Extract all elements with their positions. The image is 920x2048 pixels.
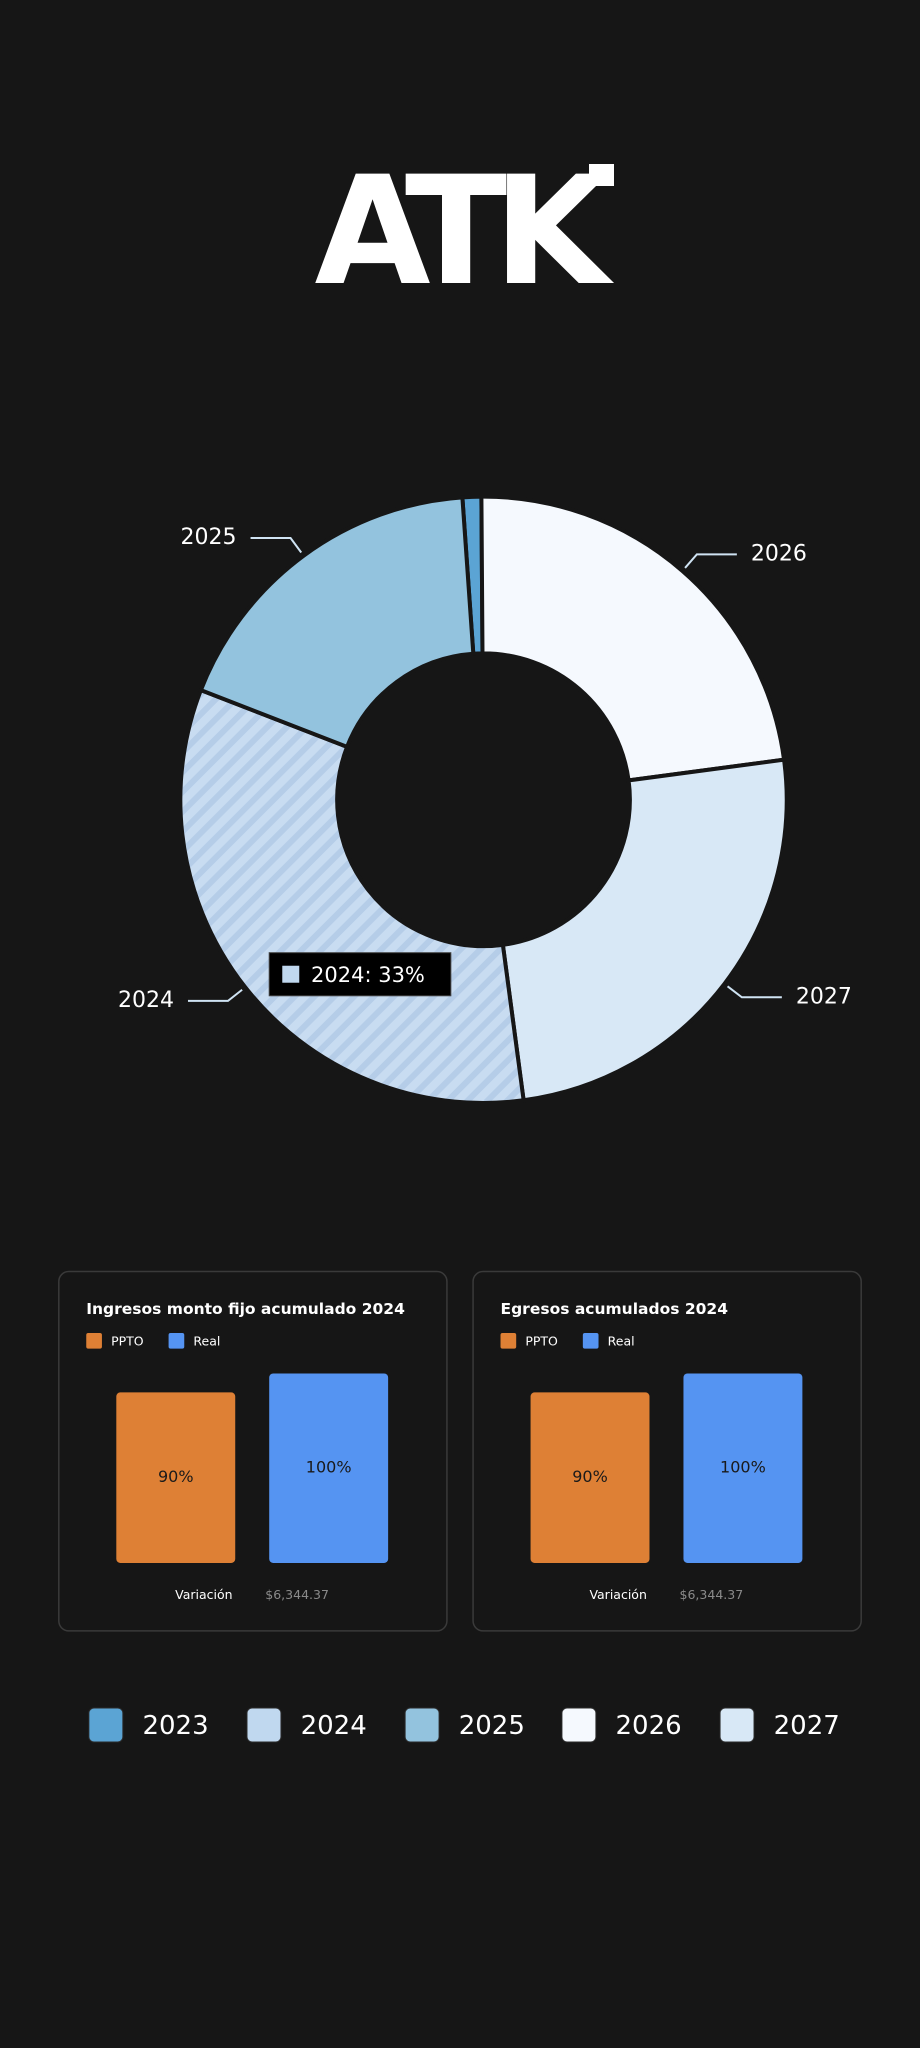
logo-square	[589, 164, 614, 186]
legend-label: Real	[608, 1334, 635, 1349]
tooltip-box	[268, 952, 452, 997]
card-title: Egresos acumulados 2024	[501, 1300, 729, 1318]
card-title: Ingresos monto fijo acumulado 2024	[86, 1300, 405, 1318]
bar	[269, 1373, 389, 1563]
slice-label: 2024	[118, 988, 174, 1013]
legend-swatch	[500, 1332, 517, 1349]
legend-swatch	[404, 1707, 440, 1743]
tooltip-text: 2024: 33%	[311, 963, 425, 987]
legend-label: 2023	[142, 1711, 208, 1741]
leader-line	[726, 985, 782, 999]
footer-value: $6,344.37	[265, 1587, 329, 1602]
legend-label: 2027	[774, 1711, 840, 1741]
donut-slice	[178, 687, 526, 1105]
footer-label: Variación	[175, 1587, 232, 1602]
legend-swatch	[561, 1707, 597, 1743]
logo: ATK	[315, 145, 629, 319]
legend-swatch	[86, 1332, 102, 1349]
legend-swatch	[88, 1707, 124, 1743]
footer-label: Variación	[589, 1587, 646, 1602]
leader-line	[684, 553, 737, 569]
donut-slice	[479, 494, 787, 783]
legend-swatch	[582, 1332, 599, 1349]
footer-value: $6,344.37	[680, 1587, 744, 1602]
bar	[116, 1392, 236, 1563]
legend-label: PPTO	[525, 1334, 558, 1349]
legend-swatch	[719, 1707, 755, 1743]
donut-slice	[500, 757, 789, 1103]
logo-text: ATK	[315, 145, 615, 319]
bar	[530, 1392, 650, 1563]
bar-value-label: 90%	[572, 1467, 608, 1486]
bar-value-label: 90%	[158, 1467, 194, 1486]
legend-label: Real	[193, 1334, 220, 1349]
legend-label: 2024	[301, 1711, 367, 1741]
bar-value-label: 100%	[720, 1458, 766, 1477]
legend-swatch	[168, 1332, 185, 1349]
leader-line	[187, 988, 243, 1002]
bar	[683, 1373, 803, 1563]
legend-swatch	[246, 1707, 282, 1743]
leader-line	[250, 537, 303, 554]
legend-label: PPTO	[111, 1334, 144, 1349]
slice-label: 2026	[751, 541, 807, 566]
donut-slice	[198, 495, 476, 750]
legend-label: 2025	[459, 1711, 525, 1741]
slice-label: 2027	[796, 984, 852, 1009]
bar-value-label: 100%	[306, 1458, 352, 1477]
tooltip-swatch	[282, 965, 300, 983]
slice-label: 2025	[181, 525, 237, 550]
legend-label: 2026	[616, 1711, 682, 1741]
